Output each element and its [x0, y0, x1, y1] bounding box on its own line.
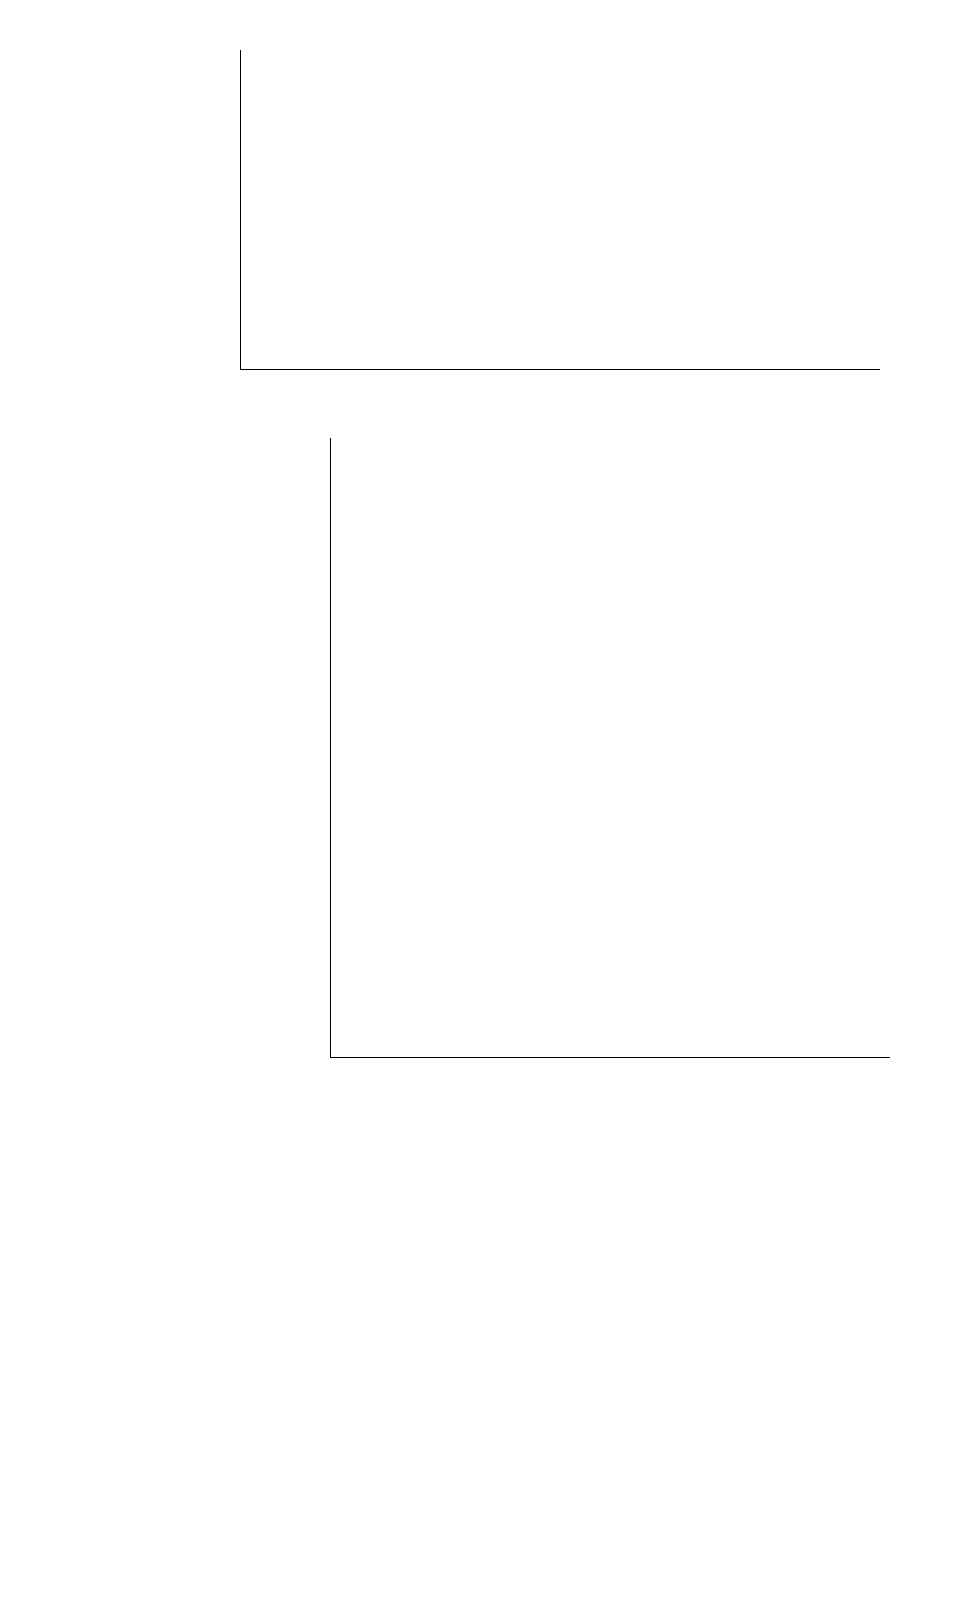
chart-2-plot: [330, 438, 890, 1058]
chart-1: [40, 50, 920, 410]
chart-1-plot: [240, 50, 880, 370]
chart-2-category-labels: [40, 438, 325, 1058]
chart-1-category-labels: [40, 50, 235, 370]
chart-2: [40, 438, 920, 1078]
